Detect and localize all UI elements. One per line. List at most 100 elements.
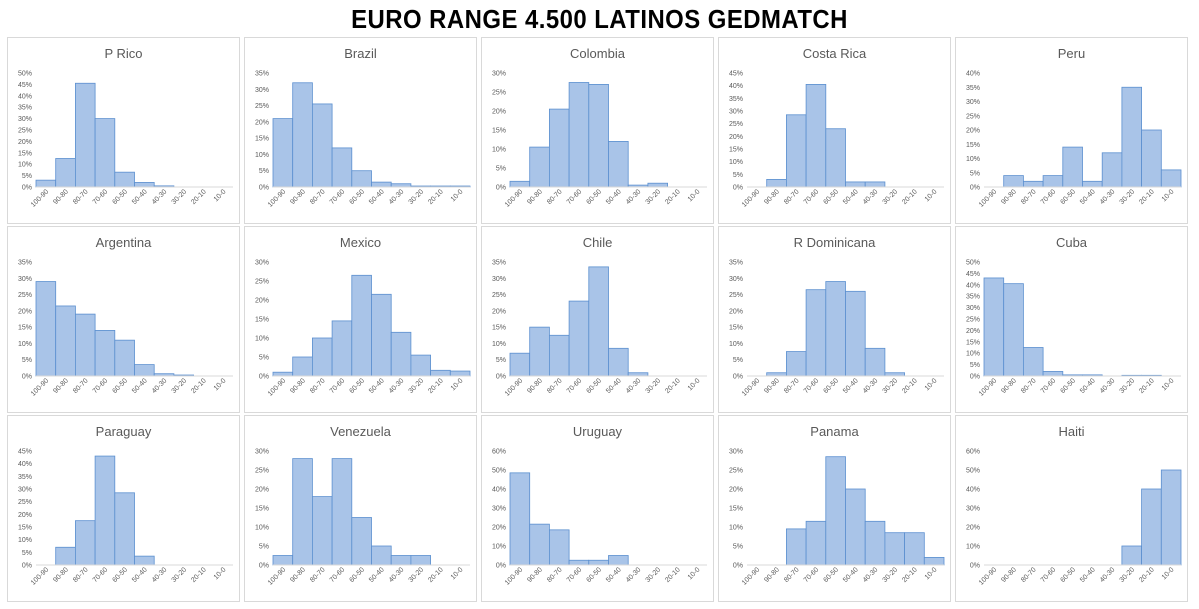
bar <box>272 118 294 188</box>
x-tick-label: 20-10 <box>1138 377 1156 395</box>
y-tick-label: 25% <box>18 292 32 299</box>
x-tick-label: 60-50 <box>822 188 840 206</box>
bar <box>331 320 353 377</box>
bar <box>371 181 392 188</box>
bar <box>766 178 787 188</box>
y-tick-label: 25% <box>18 499 32 506</box>
x-tick-label: 10-0 <box>687 566 702 581</box>
x-tick-label: 70-60 <box>803 377 821 395</box>
y-tick-label: 15% <box>18 525 32 532</box>
y-tick-label: 0% <box>22 374 32 381</box>
bar <box>114 171 135 188</box>
x-tick-label: 30-20 <box>408 188 426 206</box>
x-tick-label: 10-0 <box>924 377 939 392</box>
x-tick-label: 50-40 <box>605 377 623 395</box>
x-tick-label: 30-20 <box>882 566 900 584</box>
bar <box>75 520 96 566</box>
x-tick-label: 30-20 <box>408 377 426 395</box>
bar <box>75 82 96 188</box>
chart-title: Panama <box>810 424 859 439</box>
y-tick-label: 15% <box>492 325 506 332</box>
y-tick-label: 20% <box>492 525 506 532</box>
y-tick-label: 50% <box>18 71 32 78</box>
x-tick-label: 50-40 <box>1079 566 1097 584</box>
y-tick-label: 30% <box>18 487 32 494</box>
y-tick-label: 5% <box>259 168 269 175</box>
y-tick-label: 50% <box>966 468 980 475</box>
x-tick-label: 20-10 <box>1138 566 1156 584</box>
x-tick-label: 50-40 <box>368 188 386 206</box>
x-tick-label: 60-50 <box>585 377 603 395</box>
x-tick-label: 60-50 <box>348 377 366 395</box>
x-tick-label: 80-70 <box>1020 566 1038 584</box>
y-tick-label: 5% <box>22 357 32 364</box>
x-tick-label: 70-60 <box>329 188 347 206</box>
y-tick-label: 35% <box>966 294 980 301</box>
y-tick-label: 40% <box>18 93 32 100</box>
y-tick-label: 45% <box>18 449 32 456</box>
bar <box>509 472 531 566</box>
y-tick-label: 30% <box>729 276 743 283</box>
chart-plot: 0% 5% 10% 15% 20% 25% 30% 35% 40% 45% 100-90 90-80 8… <box>729 71 944 209</box>
x-tick-label: 80-70 <box>1020 377 1038 395</box>
y-tick-label: 5% <box>496 357 506 364</box>
chart-title: Paraguay <box>95 424 152 439</box>
y-tick-label: 0% <box>22 185 32 192</box>
bar <box>786 351 807 377</box>
x-tick-label: 80-70 <box>783 566 801 584</box>
bar <box>864 181 886 188</box>
x-tick-label: 50-40 <box>842 188 860 206</box>
y-tick-label: 10% <box>255 152 269 159</box>
x-tick-label: 30-20 <box>1119 377 1137 395</box>
y-tick-label: 25% <box>18 128 32 135</box>
x-tick-label: 80-70 <box>72 377 90 395</box>
bar <box>1003 175 1024 188</box>
bar <box>55 305 76 377</box>
bar <box>568 559 590 566</box>
chart-mexico: Mexico 0% 5% 10% 15% 20% 25% 30% 100-90 90-80 80-7… <box>244 226 477 413</box>
y-tick-label: 35% <box>255 71 269 78</box>
y-tick-label: 0% <box>22 563 32 570</box>
y-tick-label: 15% <box>255 317 269 324</box>
y-tick-label: 0% <box>259 374 269 381</box>
x-tick-label: 70-60 <box>92 566 110 584</box>
chart-plot: 0% 10% 20% 30% 40% 50% 60% 100-90 90-80 80-70 70-6… <box>492 449 707 587</box>
y-tick-label: 30% <box>255 449 269 456</box>
y-tick-label: 35% <box>729 260 743 267</box>
y-tick-label: 10% <box>492 544 506 551</box>
bar <box>805 520 827 566</box>
x-tick-label: 100-90 <box>978 566 998 586</box>
chart-title: Argentina <box>95 235 152 250</box>
y-tick-label: 45% <box>729 71 743 78</box>
y-tick-label: 5% <box>733 544 743 551</box>
x-tick-label: 40-30 <box>151 566 169 584</box>
x-tick-label: 90-80 <box>763 188 781 206</box>
y-tick-label: 25% <box>729 468 743 475</box>
x-tick-label: 30-20 <box>408 566 426 584</box>
chart-p-rico: P Rico 0% 5% 10% 15% 20% 25% 30% 35% 40% 45% 50% 100… <box>7 37 240 224</box>
x-tick-label: 40-30 <box>151 188 169 206</box>
bar <box>983 277 1005 377</box>
y-tick-label: 40% <box>729 83 743 90</box>
x-tick-label: 70-60 <box>803 566 821 584</box>
x-tick-label: 50-40 <box>1079 188 1097 206</box>
x-tick-label: 60-50 <box>1059 377 1077 395</box>
y-tick-label: 15% <box>492 128 506 135</box>
x-tick-label: 60-50 <box>111 566 129 584</box>
y-tick-label: 5% <box>733 357 743 364</box>
x-tick-label: 40-30 <box>625 566 643 584</box>
y-tick-label: 5% <box>970 362 980 369</box>
y-tick-label: 40% <box>966 282 980 289</box>
bar <box>884 532 905 566</box>
x-tick-label: 20-10 <box>190 377 208 395</box>
x-tick-label: 70-60 <box>329 566 347 584</box>
y-tick-label: 10% <box>966 156 980 163</box>
y-tick-label: 35% <box>966 85 980 92</box>
bar <box>608 555 629 566</box>
x-tick-label: 30-20 <box>645 566 663 584</box>
y-tick-label: 20% <box>729 487 743 494</box>
y-tick-label: 15% <box>729 506 743 513</box>
x-tick-label: 30-20 <box>882 188 900 206</box>
chart-panama: Panama 0% 5% 10% 15% 20% 25% 30% 100-90 90-80 80-7… <box>718 415 951 602</box>
x-tick-label: 20-10 <box>427 188 445 206</box>
